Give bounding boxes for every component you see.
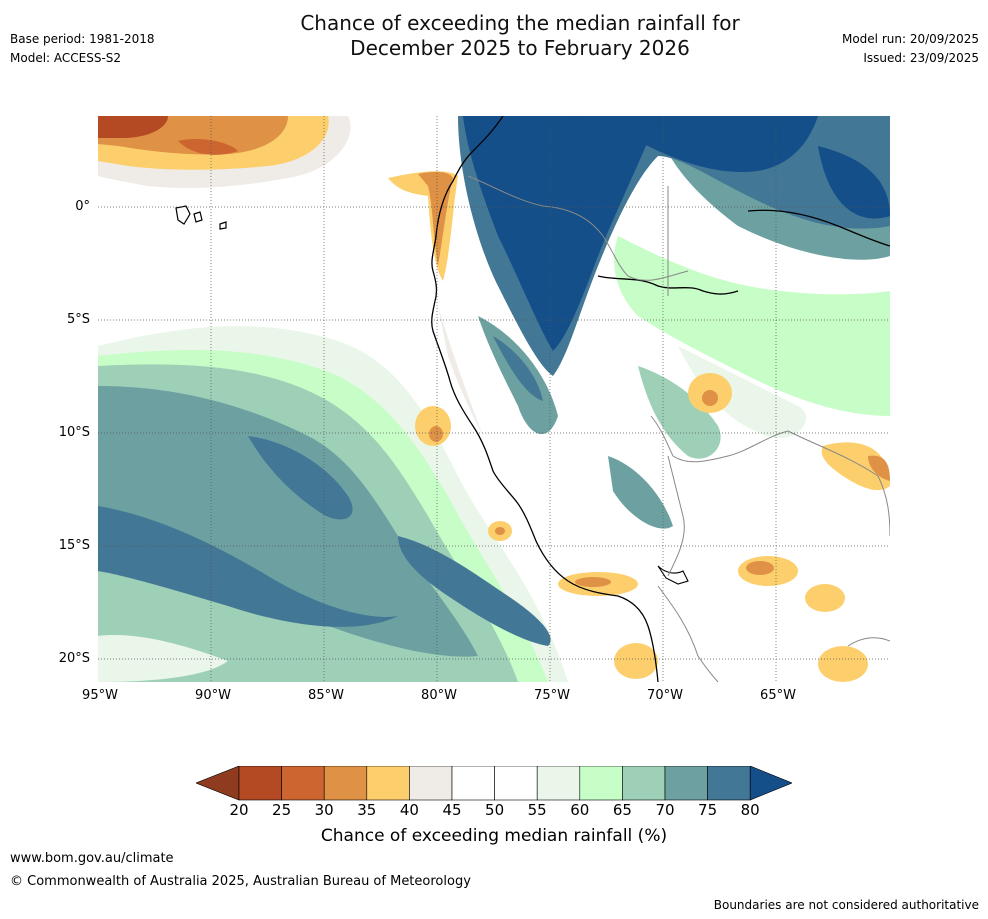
nw-darkorange-patch (178, 139, 238, 155)
lat-label-0: 0° (75, 199, 90, 214)
lat-label-5s: 5°S (66, 312, 90, 327)
map-panel (98, 116, 890, 682)
map-svg (98, 116, 890, 682)
dry-spot-5-core (746, 561, 774, 575)
dry-spot-1-core (429, 426, 443, 442)
colorbar-bin-45-50 (451, 765, 495, 801)
map-title: Chance of exceeding the median rainfall … (0, 11, 988, 61)
graticule (98, 116, 890, 682)
galapagos-island (175, 205, 191, 225)
colorbar-bin-40-45 (409, 765, 453, 801)
border-bolivia-brazil (787, 430, 890, 537)
amazon-river (597, 275, 739, 295)
galapagos-island-3 (219, 221, 227, 230)
colorbar-bin-55-60 (536, 765, 581, 801)
boundary-disclaimer: Boundaries are not considered authoritat… (713, 898, 979, 912)
colorbar-tick-20: 20 (229, 801, 249, 819)
lon-label-70w: 70°W (647, 688, 683, 703)
colorbar-tick-75: 75 (698, 801, 718, 819)
border-paraguay (847, 637, 890, 647)
meta-left: Base period: 1981-2018 Model: ACCESS-S2 (10, 30, 155, 68)
colorbar-bin-50-55 (494, 765, 538, 801)
lon-label-75w: 75°W (534, 688, 570, 703)
peru-blue-band (493, 336, 543, 401)
title-line-1: Chance of exceeding the median rainfall … (300, 11, 740, 35)
border-peru-bolivia (667, 455, 685, 577)
colorbar-svg (195, 765, 793, 801)
ocean-white-patch (98, 262, 268, 316)
amazon-darkblue-ne (818, 146, 890, 219)
colorbar-tick-55: 55 (527, 801, 547, 819)
base-period: Base period: 1981-2018 (10, 32, 155, 46)
colorbar-bin-20-25 (238, 765, 282, 801)
dry-area-east-core (868, 455, 890, 481)
lon-label-65w: 65°W (760, 688, 796, 703)
colorbar-bin-70-75 (664, 765, 708, 801)
dry-spot-2-core (495, 527, 505, 535)
ocean-blue-patch-2 (398, 536, 551, 646)
colorbar-tick-25: 25 (272, 801, 292, 819)
ocean-blue-band (98, 506, 398, 627)
amazon-darkblue-north (568, 116, 818, 172)
colorbar-bin-25-30 (281, 765, 325, 801)
lat-label-20s: 20°S (58, 651, 90, 666)
colorbar-tick-35: 35 (357, 801, 377, 819)
model-run: Model run: 20/09/2025 (841, 32, 979, 46)
dry-spot-3-core (575, 577, 611, 587)
colorbar-bin-60-65 (579, 765, 623, 801)
colorbar-bin-30-35 (323, 765, 368, 801)
dry-spot-6 (805, 584, 845, 612)
dry-spot-7 (614, 643, 658, 679)
lon-label-80w: 80°W (421, 688, 457, 703)
border-peru-colombia (467, 175, 689, 281)
east-lightgreen-patch (678, 346, 807, 439)
colorbar-above-80 (749, 765, 793, 801)
colorbar-below-20 (195, 765, 240, 801)
lat-label-15s: 15°S (58, 538, 90, 553)
colorbar-tick-50: 50 (485, 801, 505, 819)
coastline-north (747, 209, 890, 247)
colorbar-bin-35-40 (366, 765, 410, 801)
lon-label-95w: 95°W (82, 688, 118, 703)
colorbar-tick-40: 40 (399, 801, 419, 819)
colorbar-tick-80: 80 (740, 801, 760, 819)
lake-titicaca (657, 565, 689, 585)
east-teal-patch (638, 366, 721, 459)
dry-spot-4-core (702, 390, 718, 406)
meta-right: Model run: 20/09/2025 Issued: 23/09/2025 (842, 30, 979, 68)
colorbar-tick-60: 60 (570, 801, 590, 819)
colorbar-bin-65-70 (622, 765, 666, 801)
ocean-dark-teal-band (98, 386, 478, 657)
website-link[interactable]: www.bom.gov.au/climate (10, 851, 174, 866)
ocean-blue-patch (248, 436, 353, 520)
lon-label-85w: 85°W (308, 688, 344, 703)
copyright-notice: © Commonwealth of Australia 2025, Austra… (10, 874, 471, 889)
colorbar-tick-45: 45 (442, 801, 462, 819)
title-line-2: December 2025 to February 2026 (350, 36, 690, 60)
amazon-darkblue-core (463, 116, 658, 351)
colorbar-title: Chance of exceeding median rainfall (%) (320, 826, 668, 846)
colorbar-bin-75-80 (707, 765, 751, 801)
east-green-area (614, 236, 890, 416)
border-chile-bolivia (657, 585, 719, 682)
coastline-pacific (431, 116, 659, 682)
issued-date: Issued: 23/09/2025 (863, 51, 979, 65)
dry-spot-8 (818, 646, 868, 682)
lat-label-10s: 10°S (58, 425, 90, 440)
nw-brown-area (98, 116, 168, 138)
peru-south-teal (608, 456, 673, 529)
colorbar-tick-65: 65 (612, 801, 632, 819)
colorbar (195, 765, 793, 802)
ocean-light-patch (98, 635, 228, 682)
ecuador-coast-orange (418, 171, 453, 266)
colorbar-tick-70: 70 (655, 801, 675, 819)
border-peru-brazil (650, 415, 789, 463)
lon-label-90w: 90°W (195, 688, 231, 703)
colorbar-tick-30: 30 (314, 801, 334, 819)
galapagos-island-2 (193, 211, 203, 223)
model-name: Model: ACCESS-S2 (10, 51, 122, 65)
